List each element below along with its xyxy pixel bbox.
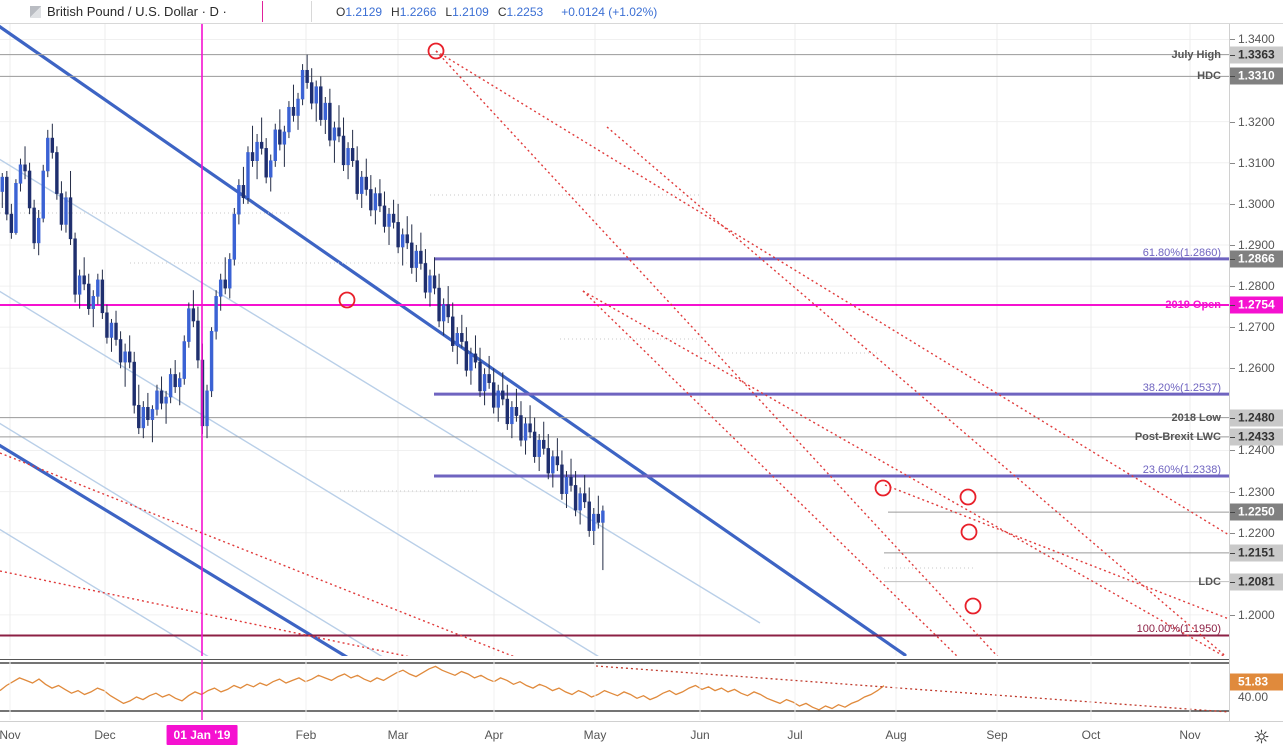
price-marker [959,488,977,506]
price-tick-mark [1230,532,1235,534]
price-badge[interactable]: 1.2433 [1230,428,1283,446]
chart-level-label: 61.80%(1.2860) [1142,246,1221,259]
price-tick-label: 1.3100 [1238,155,1275,170]
price-tick-label: 1.3400 [1238,32,1275,47]
rsi-lower-label: 40.00 [1238,690,1269,704]
price-badge[interactable]: 1.2250 [1230,503,1283,521]
candle-series [0,54,605,571]
chart-level-label: 100.00%(1.1950) [1136,623,1221,636]
price-tick-label: 1.2000 [1238,607,1275,622]
price-marker [964,597,982,615]
price-chart-pane[interactable]: July High HDC 61.80%(1.2860) 2019 Open 38.20… [0,23,1229,656]
symbol-flag-icon [30,6,41,18]
price-badge[interactable]: 1.3310 [1230,67,1283,85]
low-value: 1.2109 [452,5,489,19]
price-badge[interactable]: 1.3363 [1230,46,1283,64]
price-scale[interactable]: 1.3400 1.3200 1.3100 1.3000 1.2900 1.2800 1.27… [1229,23,1283,721]
price-badge[interactable]: 1.2151 [1230,544,1283,562]
price-tick-mark [1230,512,1235,514]
price-tick-mark [1230,581,1235,583]
time-axis-label: Dec [94,728,116,742]
price-tick-label: 1.3200 [1238,114,1275,129]
rsi-indicator-pane[interactable] [0,659,1229,723]
time-axis-label: May [583,728,607,742]
price-tick-label: 1.2400 [1238,443,1275,458]
close-value: 1.2253 [506,5,544,19]
price-tick-mark [1230,552,1235,554]
price-badge[interactable]: 1.2081 [1230,573,1283,591]
price-tick-label: 1.2200 [1238,525,1275,540]
time-axis-label: Nov [0,728,21,742]
price-tick-mark [1230,162,1235,164]
change-value: +0.0124 (+1.02%) [561,5,658,19]
price-tick-mark [1230,368,1235,370]
price-tick-mark [1230,39,1235,41]
price-tick-label: 1.2700 [1238,320,1275,335]
chart-level-label: 23.60%(1.2338) [1142,463,1221,476]
price-tick-mark [1230,436,1235,438]
price-tick-mark [1230,244,1235,246]
time-axis[interactable]: Nov Dec 01 Jan '19 Feb Mar Apr May Jun Jul Aug Sep… [0,721,1283,752]
price-tick-mark [1230,450,1235,452]
time-axis-label: Feb [295,728,317,742]
price-tick-mark [1230,614,1235,616]
chart-level-label: LDC [1198,575,1221,588]
time-axis-label: Oct [1081,728,1101,742]
price-badge[interactable]: 1.2754 [1230,296,1283,314]
open-label: O [336,5,346,19]
chart-level-label: July High [1171,48,1221,61]
time-axis-label: Aug [885,728,907,742]
high-label: H [391,5,400,19]
time-axis-label: Apr [484,728,504,742]
price-tick-mark [1230,304,1235,306]
ohlc-readout: O1.2129 H1.2266 L1.2109 C1.2253 +0.0124 (+1.… [336,5,657,19]
high-value: 1.2266 [399,5,437,19]
price-badge[interactable]: 1.2480 [1230,409,1283,427]
price-badge[interactable]: 1.2866 [1230,250,1283,268]
price-tick-mark [1230,121,1235,123]
price-tick-mark [1230,54,1235,56]
low-label: L [445,5,453,19]
time-axis-label: Mar [387,728,409,742]
price-marker [427,42,445,60]
price-marker [338,291,356,309]
symbol-title[interactable]: British Pound / U.S. Dollar · D · [47,4,227,19]
price-tick-mark [1230,491,1235,493]
header-divider [311,1,312,22]
price-tick-mark [1230,203,1235,205]
price-marker [960,523,978,541]
chart-header: British Pound / U.S. Dollar · D · O1.212… [0,0,1283,24]
price-tick-mark [1230,258,1235,260]
chart-level-label: Post-Brexit LWC [1134,430,1221,443]
open-value: 1.2129 [345,5,383,19]
time-axis-label: Sep [986,728,1008,742]
price-tick-label: 1.2900 [1238,237,1275,252]
price-chart-svg [0,23,1229,656]
price-tick-mark [1230,327,1235,329]
rsi-svg [0,660,1229,720]
price-marker [874,479,892,497]
price-tick-label: 1.2300 [1238,484,1275,499]
chart-level-label: 2018 Low [1171,411,1221,424]
price-tick-label: 1.3000 [1238,196,1275,211]
chart-level-label: HDC [1197,70,1221,83]
price-tick-mark [1230,286,1235,288]
time-axis-label: Jun [690,728,710,742]
chart-level-label: 38.20%(1.2537) [1142,382,1221,395]
price-tick-mark [1230,76,1235,78]
price-tick-label: 1.2600 [1238,361,1275,376]
price-tick-label: 1.2800 [1238,279,1275,294]
rsi-value-badge[interactable]: 51.83 [1230,673,1283,691]
header-divider-magenta [262,1,263,22]
price-tick-mark [1230,417,1235,419]
time-axis-label-current: 01 Jan '19 [166,725,238,745]
close-label: C [497,5,507,19]
gear-icon[interactable] [1254,729,1269,744]
time-axis-label: Jul [787,728,803,742]
time-axis-label: Nov [1179,728,1201,742]
chart-level-label: 2019 Open [1165,298,1221,311]
